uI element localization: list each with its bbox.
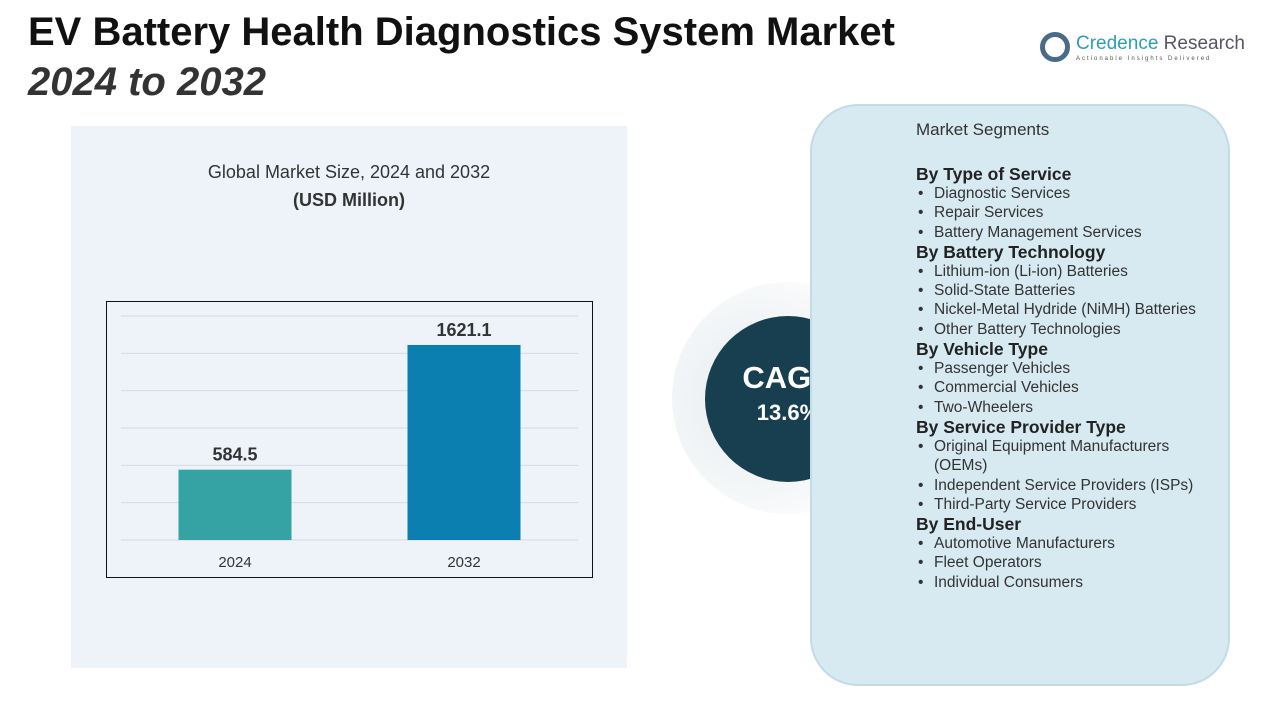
- segments-list: By Type of ServiceDiagnostic ServicesRep…: [916, 164, 1226, 592]
- chart-title: Global Market Size, 2024 and 2032: [207, 162, 491, 182]
- logo-brand-1: Credence: [1076, 32, 1159, 54]
- segment-item: Automotive Manufacturers: [916, 534, 1226, 554]
- logo-tagline: Actionable Insights Delivered: [1076, 55, 1212, 62]
- data-label: 1621.1: [436, 320, 491, 340]
- segment-item: Commercial Vehicles: [916, 378, 1226, 398]
- segment-group-title: By Type of Service: [916, 164, 1072, 184]
- bar-chart: 584.5 2024 1621.1 2032: [121, 315, 578, 571]
- segment-group-title: By Vehicle Type: [916, 339, 1048, 360]
- segment-item: Diagnostic Services: [916, 184, 1226, 204]
- segment-group-title: By End-User: [916, 514, 1022, 535]
- segment-item: Fleet Operators: [916, 553, 1226, 573]
- segment-group-title: By Battery Technology: [916, 241, 1106, 262]
- segments-header: Market Segments: [916, 120, 1050, 139]
- logo-brand-2: Research: [1163, 32, 1245, 54]
- segment-item: Original Equipment Manufacturers (OEMs): [916, 437, 1226, 476]
- segment-item: Battery Management Services: [916, 223, 1226, 243]
- chart-frame: 584.5 2024 1621.1 2032: [106, 301, 593, 578]
- segment-item: Passenger Vehicles: [916, 359, 1226, 379]
- page-title: EV Battery Health Diagnostics System Mar…: [28, 10, 895, 54]
- logo: Credence Research Actionable Insights De…: [1040, 32, 1245, 62]
- segment-item: Repair Services: [916, 203, 1226, 223]
- segment-item: Individual Consumers: [916, 573, 1226, 593]
- segment-item: Other Battery Technologies: [916, 320, 1226, 340]
- page-subtitle: 2024 to 2032: [28, 60, 266, 104]
- segment-item: Lithium-ion (Li-ion) Batteries: [916, 262, 1226, 282]
- segment-item: Solid-State Batteries: [916, 281, 1226, 301]
- segment-item: Two-Wheelers: [916, 398, 1226, 418]
- segment-group-title: By Service Provider Type: [916, 416, 1126, 437]
- segment-item: Third-Party Service Providers: [916, 495, 1226, 515]
- bar-2024: [178, 469, 292, 540]
- cagr-value: 13.6%: [756, 400, 820, 425]
- x-tick-label: 2024: [218, 554, 251, 571]
- bar-2032: [407, 344, 521, 540]
- logo-chart-icon: [1040, 32, 1070, 62]
- segment-item: Nickel-Metal Hydride (NiMH) Batteries: [916, 300, 1226, 320]
- data-label: 584.5: [212, 445, 257, 465]
- x-tick-label: 2032: [447, 554, 480, 571]
- market-segments-panel: Market Segments By Type of ServiceDiagno…: [810, 104, 1230, 686]
- chart-subtitle: (USD Million): [293, 190, 405, 210]
- segment-item: Independent Service Providers (ISPs): [916, 476, 1226, 496]
